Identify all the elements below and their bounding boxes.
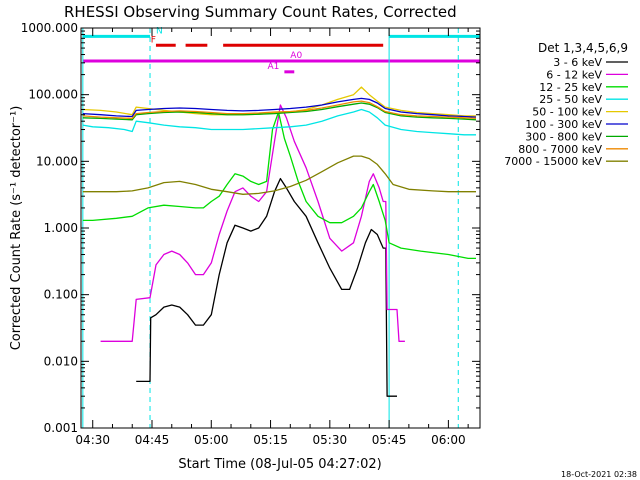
y-axis-label: Corrected Count Rate (s⁻¹ detector⁻¹) (9, 106, 24, 351)
flag-bar-label: A0 (290, 51, 302, 61)
series-line (82, 108, 476, 136)
plot-axes: 0.001 0.010 0.100 1.000 10.000 100.000 1000.00… (21, 21, 481, 447)
y-tick-label: 0.100 (44, 288, 78, 302)
series-line (136, 177, 397, 397)
x-tick-label: 05:15 (253, 433, 288, 447)
x-tick-label: 04:45 (135, 433, 170, 447)
x-tick-label: 05:45 (372, 433, 407, 447)
flag-bars: NF A0 A1 (82, 26, 480, 74)
x-tick-label: 04:30 (75, 433, 110, 447)
legend-label: 100 - 300 keV (525, 118, 602, 131)
flag-bar-label: A1 (267, 62, 279, 72)
series-line (82, 111, 476, 260)
legend-label: 800 - 7000 keV (518, 143, 602, 156)
x-tick-label: 05:00 (194, 433, 229, 447)
legend-label: 12 - 25 keV (539, 81, 602, 94)
x-tick-label: 06:00 (431, 433, 466, 447)
series-line (82, 155, 476, 195)
series-line (82, 100, 477, 120)
legend-label: 6 - 12 keV (546, 68, 602, 81)
x-tick-label: 05:30 (313, 433, 348, 447)
series-line (82, 97, 477, 118)
series-line (82, 102, 477, 121)
x-axis-label: Start Time (08-Jul-05 04:27:02) (178, 457, 381, 472)
legend-label: 50 - 100 keV (532, 106, 602, 119)
flag-bar-label: F (151, 35, 156, 45)
y-tick-label: 100.000 (28, 88, 78, 102)
y-tick-label: 1000.000 (21, 21, 78, 35)
y-tick-label: 0.010 (44, 354, 78, 368)
y-tick-label: 10.000 (36, 154, 78, 168)
legend-label: 25 - 50 keV (539, 93, 602, 106)
legend-label: 3 - 6 keV (553, 56, 602, 69)
legend-label: 300 - 800 keV (525, 130, 602, 143)
series-lines (82, 86, 477, 397)
flag-bar-label: N (156, 26, 163, 36)
y-tick-label: 1.000 (44, 221, 78, 235)
chart-title: RHESSI Observing Summary Count Rates, Co… (64, 3, 457, 21)
legend-label: 7000 - 15000 keV (504, 155, 602, 168)
y-tick-label: 0.001 (44, 421, 78, 435)
legend-title: Det 1,3,4,5,6,9 (538, 41, 628, 55)
plot-timestamp: 18-Oct-2021 02:38 (561, 470, 637, 479)
series-line (100, 104, 405, 342)
